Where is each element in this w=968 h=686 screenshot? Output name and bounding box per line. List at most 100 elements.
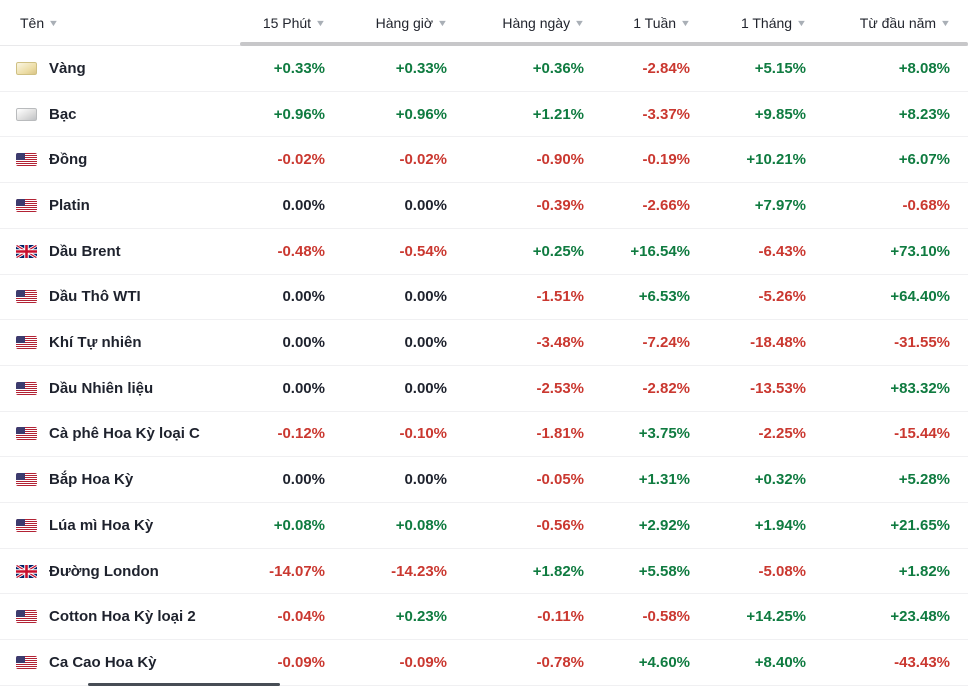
change-value: -14.23% bbox=[391, 562, 447, 580]
change-value: +10.21% bbox=[746, 151, 806, 169]
column-header[interactable]: Hàng ngày ▼ bbox=[447, 14, 585, 31]
horizontal-scrollbar-track[interactable] bbox=[240, 42, 968, 46]
instrument-cell[interactable]: Platin bbox=[0, 197, 240, 214]
column-header-label: 1 Tuần bbox=[633, 14, 677, 31]
instrument-cell[interactable]: Vàng bbox=[0, 60, 240, 77]
uk-flag-icon bbox=[16, 244, 37, 258]
change-value: -0.48% bbox=[277, 242, 325, 260]
us-flag-icon bbox=[16, 153, 37, 167]
change-value: -0.39% bbox=[536, 196, 584, 214]
change-value: -0.19% bbox=[642, 151, 690, 169]
change-value: -0.90% bbox=[536, 151, 584, 169]
table-row[interactable]: Ca Cao Hoa Kỳ -0.09% -0.09% -0.78% +4.60% +8… bbox=[0, 640, 968, 686]
instrument-cell[interactable]: Cà phê Hoa Kỳ loại C bbox=[0, 425, 240, 442]
instrument-cell[interactable]: Bắp Hoa Kỳ bbox=[0, 471, 240, 488]
change-value: -0.58% bbox=[642, 608, 690, 626]
instrument-cell[interactable]: Ca Cao Hoa Kỳ bbox=[0, 654, 240, 671]
table-row[interactable]: Lúa mì Hoa Kỳ +0.08% +0.08% -0.56% +2.92% +1… bbox=[0, 503, 968, 549]
table-row[interactable]: Đường London -14.07% -14.23% +1.82% +5.58% -… bbox=[0, 548, 968, 595]
column-header[interactable]: Hàng giờ ▼ bbox=[325, 14, 448, 31]
table-row[interactable]: Dầu Nhiên liệu 0.00% 0.00% -2.53% -2.82% -13… bbox=[0, 365, 968, 412]
change-value: -15.44% bbox=[894, 425, 950, 443]
column-header[interactable]: 15 Phút ▼ bbox=[240, 14, 327, 31]
instrument-name: Cà phê Hoa Kỳ loại C bbox=[49, 425, 200, 443]
change-value: -14.07% bbox=[269, 562, 325, 580]
instrument-cell[interactable]: Cotton Hoa Kỳ loại 2 bbox=[0, 608, 240, 625]
change-value: +1.21% bbox=[532, 105, 584, 123]
change-value: 0.00% bbox=[282, 379, 325, 397]
change-value: +0.08% bbox=[273, 516, 325, 534]
change-value: 0.00% bbox=[282, 288, 325, 306]
horizontal-scrollbar-thumb[interactable] bbox=[88, 683, 280, 686]
change-value: +0.32% bbox=[754, 471, 806, 489]
table-row[interactable]: Khí Tự nhiên 0.00% 0.00% -3.48% -7.24% -18.4… bbox=[0, 320, 968, 366]
change-value: -1.81% bbox=[536, 425, 584, 443]
instrument-cell[interactable]: Dầu Nhiên liệu bbox=[0, 380, 240, 397]
column-header-label: Hàng giờ bbox=[375, 14, 434, 31]
instrument-cell[interactable]: Bạc bbox=[0, 106, 240, 123]
change-value: +21.65% bbox=[890, 516, 950, 534]
us-flag-icon bbox=[16, 518, 37, 532]
change-value: -0.68% bbox=[902, 196, 950, 214]
change-value: -0.56% bbox=[536, 516, 584, 534]
table-row[interactable]: Dầu Thô WTI 0.00% 0.00% -1.51% +6.53% -5.26%… bbox=[0, 274, 968, 321]
instrument-name: Đồng bbox=[49, 151, 88, 169]
change-value: -13.53% bbox=[750, 379, 806, 397]
change-value: -5.26% bbox=[758, 288, 806, 306]
table-row[interactable]: Dầu Brent -0.48% -0.54% +0.25% +16.54% -6.43… bbox=[0, 228, 968, 275]
change-value: +16.54% bbox=[630, 242, 690, 260]
table-header: Tên ▼ 15 Phút ▼ Hàng giờ ▼ Hàng ngày ▼ 1… bbox=[0, 0, 968, 46]
chevron-down-icon: ▼ bbox=[314, 17, 327, 28]
column-header-label: Tên bbox=[20, 14, 45, 31]
table-row[interactable]: Vàng +0.33% +0.33% +0.36% -2.84% +5.15% +8.08… bbox=[0, 46, 968, 92]
us-flag-icon bbox=[16, 655, 37, 669]
instrument-name: Lúa mì Hoa Kỳ bbox=[49, 516, 154, 534]
instrument-cell[interactable]: Dầu Brent bbox=[0, 243, 240, 260]
change-value: +1.31% bbox=[638, 471, 690, 489]
us-flag-icon bbox=[16, 290, 37, 304]
change-value: 0.00% bbox=[404, 288, 447, 306]
change-value: -3.48% bbox=[536, 334, 584, 352]
us-flag-icon bbox=[16, 336, 37, 350]
change-value: +6.53% bbox=[638, 288, 690, 306]
column-header[interactable]: 1 Tháng ▼ bbox=[690, 15, 807, 31]
table-row[interactable]: Cotton Hoa Kỳ loại 2 -0.04% +0.23% -0.11% -… bbox=[0, 594, 968, 641]
change-value: -0.12% bbox=[277, 425, 325, 443]
change-value: -2.82% bbox=[642, 379, 690, 397]
change-value: +1.82% bbox=[532, 562, 584, 580]
change-value: +0.36% bbox=[532, 59, 584, 77]
change-value: +0.08% bbox=[395, 516, 447, 534]
instrument-cell[interactable]: Đường London bbox=[0, 563, 240, 580]
change-value: +0.23% bbox=[395, 608, 447, 626]
us-flag-icon bbox=[16, 198, 37, 212]
instrument-cell[interactable]: Dầu Thô WTI bbox=[0, 288, 240, 305]
table-row[interactable]: Bạc +0.96% +0.96% +1.21% -3.37% +9.85% +8.23% bbox=[0, 91, 968, 138]
change-value: -2.84% bbox=[642, 59, 690, 77]
change-value: +0.33% bbox=[273, 59, 325, 77]
column-header-label: Hàng ngày bbox=[502, 14, 571, 31]
column-header[interactable]: 1 Tuần ▼ bbox=[584, 14, 691, 31]
instrument-cell[interactable]: Khí Tự nhiên bbox=[0, 334, 240, 351]
table-row[interactable]: Bắp Hoa Kỳ 0.00% 0.00% -0.05% +1.31% +0.32% +… bbox=[0, 457, 968, 504]
change-value: +5.28% bbox=[898, 471, 950, 489]
instrument-cell[interactable]: Lúa mì Hoa Kỳ bbox=[0, 517, 240, 534]
column-header[interactable]: Từ đầu năm ▼ bbox=[806, 15, 968, 31]
column-header-name[interactable]: Tên ▼ bbox=[0, 15, 240, 31]
table-row[interactable]: Platin 0.00% 0.00% -0.39% -2.66% +7.97% -0.68… bbox=[0, 183, 968, 229]
change-value: -31.55% bbox=[894, 334, 950, 352]
instrument-cell[interactable]: Đồng bbox=[0, 151, 240, 168]
change-value: +64.40% bbox=[890, 288, 950, 306]
change-value: +23.48% bbox=[890, 608, 950, 626]
chevron-down-icon: ▼ bbox=[48, 17, 60, 28]
change-value: -0.11% bbox=[537, 608, 584, 626]
instrument-name: Đường London bbox=[49, 562, 159, 580]
change-value: +0.96% bbox=[395, 105, 447, 123]
instrument-name: Ca Cao Hoa Kỳ bbox=[49, 653, 157, 671]
column-header-label: 15 Phút bbox=[262, 14, 312, 31]
change-value: +5.15% bbox=[754, 59, 806, 77]
change-value: +83.32% bbox=[890, 379, 950, 397]
table-row[interactable]: Đồng -0.02% -0.02% -0.90% -0.19% +10.21% +6.0… bbox=[0, 137, 968, 184]
table-row[interactable]: Cà phê Hoa Kỳ loại C -0.12% -0.10% -1.81% +… bbox=[0, 411, 968, 458]
change-value: -2.53% bbox=[536, 379, 584, 397]
